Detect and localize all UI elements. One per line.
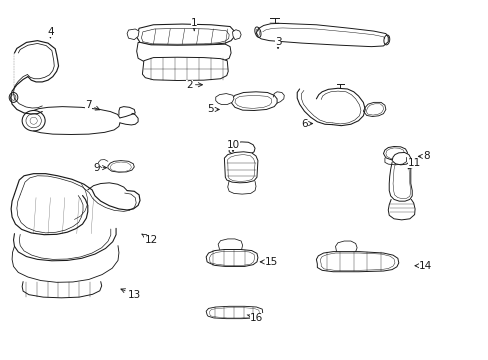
Ellipse shape [22,111,45,131]
Polygon shape [366,104,383,115]
Ellipse shape [30,117,37,124]
Polygon shape [215,94,233,104]
Polygon shape [391,153,410,165]
Polygon shape [224,152,257,183]
Text: 2: 2 [186,80,202,90]
Polygon shape [142,57,228,81]
Polygon shape [127,29,139,40]
Polygon shape [229,142,255,155]
Text: 10: 10 [226,140,239,152]
Ellipse shape [9,93,18,102]
Polygon shape [206,249,257,266]
Polygon shape [231,92,277,111]
Polygon shape [234,95,271,108]
Polygon shape [383,147,407,160]
Polygon shape [209,251,254,265]
Text: 7: 7 [85,100,100,110]
Polygon shape [320,253,394,270]
Polygon shape [110,162,131,171]
Polygon shape [232,30,241,40]
Text: 14: 14 [414,261,431,271]
Ellipse shape [383,35,389,45]
Polygon shape [141,28,229,44]
Text: 1: 1 [190,18,197,31]
Polygon shape [227,154,255,181]
Polygon shape [363,102,385,117]
Ellipse shape [26,114,41,128]
Text: 13: 13 [121,289,141,300]
Ellipse shape [256,29,259,35]
Ellipse shape [11,95,16,100]
Text: 8: 8 [417,151,429,161]
Polygon shape [206,306,262,319]
Text: 9: 9 [93,163,106,173]
Text: 15: 15 [260,257,278,267]
Text: 12: 12 [142,234,157,245]
Polygon shape [108,161,134,172]
Polygon shape [137,24,234,45]
Polygon shape [209,308,259,318]
Ellipse shape [254,27,261,37]
Text: 3: 3 [274,37,281,49]
Polygon shape [316,252,398,272]
Text: 16: 16 [247,312,263,323]
Text: 5: 5 [207,104,219,114]
Polygon shape [385,148,404,159]
Polygon shape [137,42,231,63]
Text: 4: 4 [47,27,54,38]
Text: 6: 6 [301,118,312,129]
Text: 11: 11 [407,158,420,169]
